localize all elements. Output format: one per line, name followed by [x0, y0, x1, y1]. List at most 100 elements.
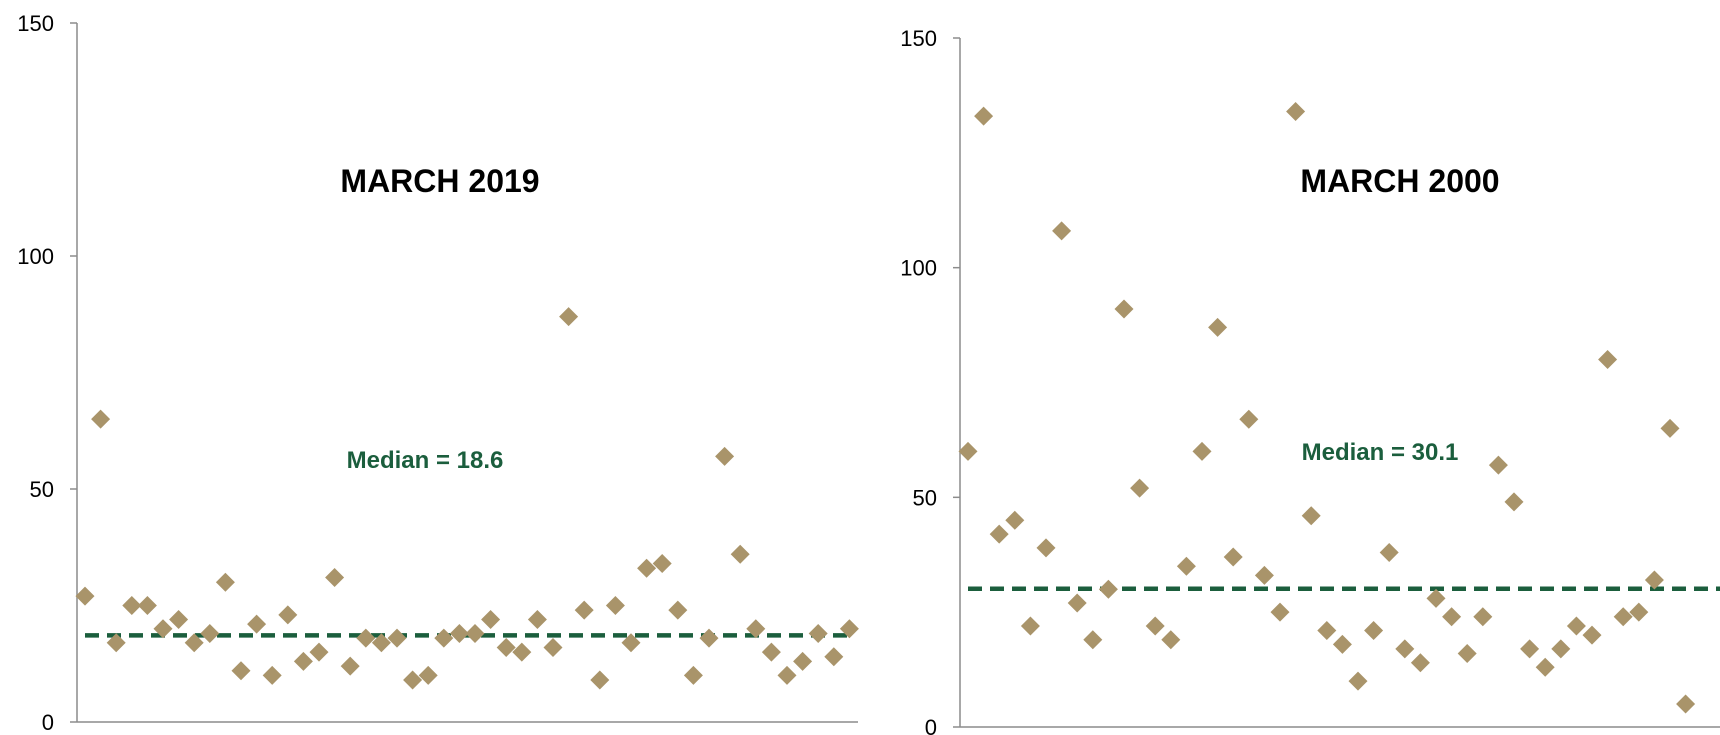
data-point — [1395, 639, 1415, 659]
data-point — [1613, 607, 1633, 627]
y-tick-label: 0 — [42, 710, 54, 735]
data-point — [403, 670, 423, 690]
data-point — [1364, 621, 1384, 641]
data-point — [574, 600, 594, 620]
data-point — [356, 628, 376, 648]
data-point — [1332, 634, 1352, 654]
data-point — [278, 605, 298, 625]
data-point — [200, 623, 220, 643]
data-point — [1676, 694, 1696, 714]
data-point — [1598, 350, 1618, 370]
data-point — [1286, 101, 1306, 121]
data-point — [1239, 409, 1259, 429]
data-point — [153, 619, 173, 639]
data-point — [137, 596, 157, 615]
data-point — [293, 651, 313, 671]
data-point — [184, 633, 204, 653]
data-point — [605, 596, 625, 615]
data-point — [1410, 653, 1430, 673]
chart-title: MARCH 2019 — [340, 163, 539, 199]
data-point — [1379, 542, 1399, 562]
data-point — [1036, 538, 1056, 558]
data-point — [1644, 570, 1664, 590]
y-tick-label: 100 — [900, 256, 937, 281]
data-point — [1052, 221, 1072, 241]
data-point — [590, 670, 610, 690]
data-point — [449, 623, 469, 643]
data-point — [793, 651, 813, 671]
data-point — [231, 661, 251, 681]
data-point — [621, 633, 641, 653]
data-point — [418, 665, 438, 685]
data-point — [387, 628, 407, 648]
data-point — [122, 596, 142, 615]
data-point — [989, 524, 1009, 544]
data-point — [1020, 616, 1040, 636]
data-point — [668, 600, 688, 620]
data-point — [1426, 588, 1446, 608]
data-point — [1660, 418, 1680, 438]
data-point — [371, 633, 391, 653]
data-point — [215, 572, 235, 592]
data-point — [746, 619, 766, 639]
data-point — [465, 623, 485, 643]
data-point — [730, 544, 750, 564]
data-point — [1535, 657, 1555, 677]
data-point — [1114, 299, 1134, 319]
data-point — [527, 609, 547, 629]
data-point — [1551, 639, 1571, 659]
data-point — [309, 642, 329, 662]
data-point — [559, 307, 579, 327]
y-tick-label: 150 — [17, 11, 54, 36]
data-point — [106, 633, 126, 653]
data-point — [958, 441, 978, 461]
data-point — [1192, 441, 1212, 461]
data-point — [1457, 644, 1477, 664]
data-point — [1317, 621, 1337, 641]
chart-panel-march-2019: 0 50 100 150 MARCH 2019 Median = 18.6 — [17, 11, 859, 735]
data-point — [637, 558, 657, 578]
data-point — [1098, 579, 1118, 599]
data-point — [1473, 607, 1493, 627]
data-point — [512, 642, 532, 662]
median-label: Median = 18.6 — [347, 447, 504, 474]
data-point — [262, 665, 282, 685]
data-point — [1270, 602, 1290, 622]
data-point — [543, 637, 563, 657]
y-tick-label: 50 — [30, 477, 54, 502]
data-point — [481, 609, 501, 629]
data-point — [169, 609, 189, 629]
data-point — [1161, 630, 1181, 650]
data-point — [974, 106, 994, 126]
data-point — [652, 554, 672, 574]
data-point — [1130, 478, 1150, 498]
data-point — [325, 568, 345, 588]
data-point — [1442, 607, 1462, 627]
data-point — [91, 409, 111, 429]
data-point — [1520, 639, 1540, 659]
data-point — [1254, 565, 1274, 585]
data-point — [1067, 593, 1087, 613]
data-point — [1488, 455, 1508, 475]
y-tick-label: 150 — [900, 26, 937, 51]
data-point — [1208, 317, 1228, 337]
data-point — [1176, 556, 1196, 576]
y-tick-label: 50 — [913, 485, 937, 510]
data-point — [434, 628, 454, 648]
y-tick-label: 100 — [17, 244, 54, 269]
data-point — [1005, 510, 1025, 530]
data-point — [1566, 616, 1586, 636]
chart-panel-march-2000: 0 50 100 150 MARCH 2000 Median = 30.1 — [900, 26, 1720, 735]
data-point — [340, 656, 360, 676]
median-label: Median = 30.1 — [1302, 439, 1459, 466]
data-point — [824, 647, 844, 667]
data-point — [1223, 547, 1243, 567]
data-point — [247, 614, 267, 634]
data-point — [1504, 492, 1524, 512]
data-point — [808, 623, 828, 643]
data-point — [761, 642, 781, 662]
data-point — [1582, 625, 1602, 645]
data-point — [1301, 506, 1321, 526]
y-tick-label: 0 — [925, 715, 937, 735]
